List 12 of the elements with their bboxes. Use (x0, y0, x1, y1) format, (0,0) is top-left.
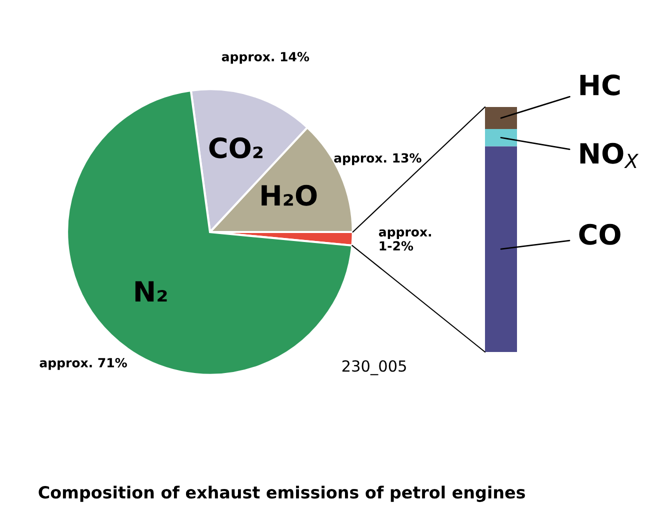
slice-label: CO₂ (209, 137, 262, 158)
slice-label: N₂ (135, 281, 167, 302)
text: 230_005 (342, 360, 406, 376)
data-label: approx. 71% (40, 358, 127, 370)
slice-label: H₂O (262, 184, 317, 206)
data-label: approx. 1-2% (378, 229, 431, 251)
text: HC (580, 74, 620, 96)
data-label: approx. 14% (222, 52, 310, 64)
text: Composition of exhaust emissions of petrol engines (38, 486, 525, 502)
text: NO$_{X}$ (580, 142, 639, 168)
text: CO (579, 224, 620, 245)
data-label: approx. 13% (334, 153, 422, 166)
